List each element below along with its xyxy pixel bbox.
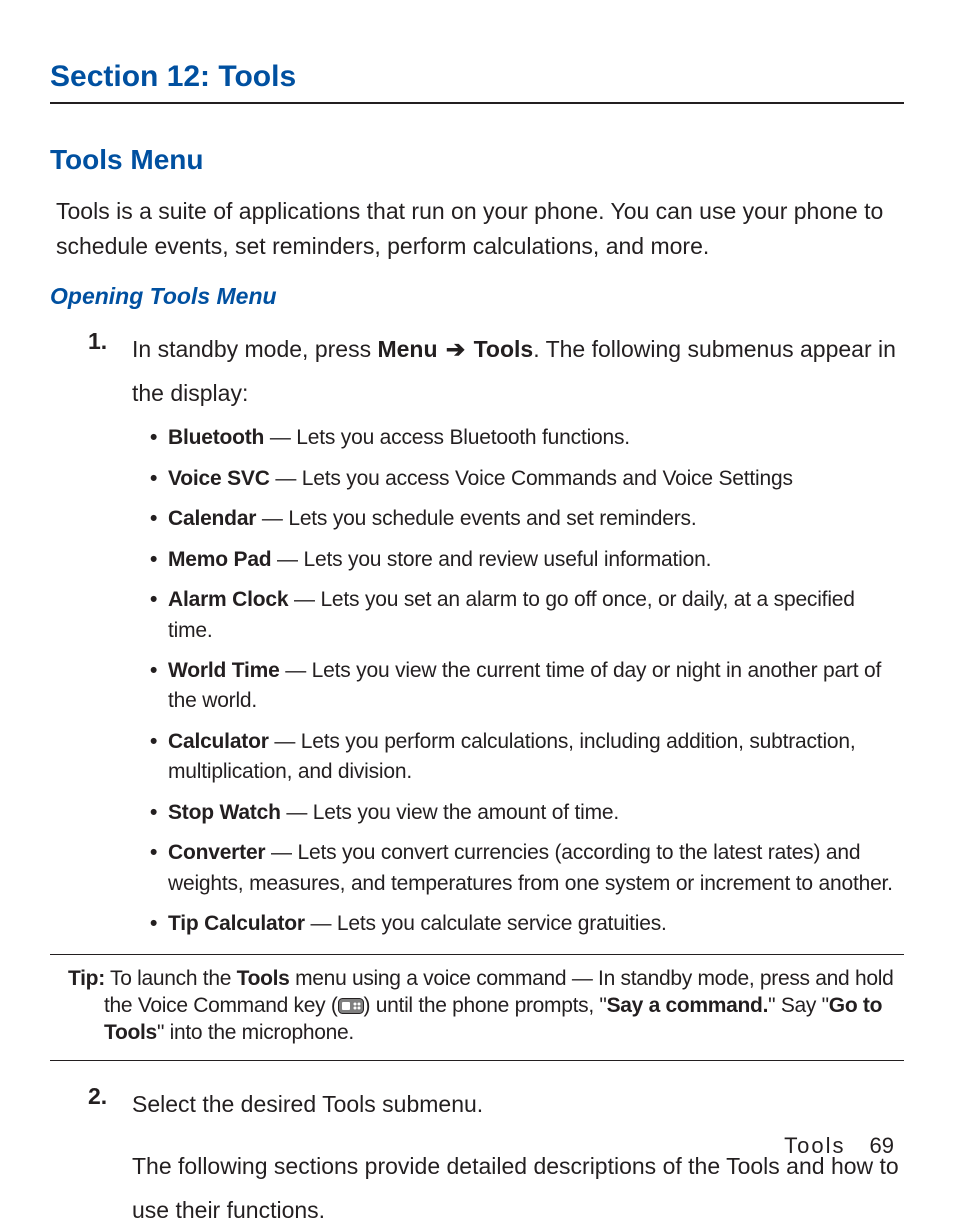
tip-b2: Say a command. bbox=[607, 994, 769, 1017]
bullet-label: Bluetooth bbox=[168, 426, 264, 449]
bullet-desc: Lets you access Bluetooth functions. bbox=[296, 426, 630, 449]
arrow-right-icon: ➔ bbox=[444, 336, 467, 362]
bullet-desc: Lets you schedule events and set reminde… bbox=[288, 507, 696, 530]
tip-box: Tip: To launch the Tools menu using a vo… bbox=[50, 954, 904, 1062]
bullet-stop-watch: Stop Watch — Lets you view the amount of… bbox=[150, 798, 904, 828]
voice-command-key-icon bbox=[338, 998, 364, 1014]
tip-b1: Tools bbox=[237, 967, 290, 990]
bullet-memo-pad: Memo Pad — Lets you store and review use… bbox=[150, 545, 904, 575]
bullet-world-time: World Time — Lets you view the current t… bbox=[150, 656, 904, 717]
bullet-desc: Lets you calculate service gratuities. bbox=[337, 912, 667, 935]
bullet-sep: — bbox=[280, 659, 312, 682]
footer-label: Tools bbox=[784, 1133, 845, 1158]
bullet-sep: — bbox=[271, 548, 303, 571]
subsection-title: Tools Menu bbox=[50, 144, 904, 176]
bullet-sep: — bbox=[265, 841, 297, 864]
bullet-voice-svc: Voice SVC — Lets you access Voice Comman… bbox=[150, 464, 904, 494]
bullet-label: World Time bbox=[168, 659, 280, 682]
step-2: 2. Select the desired Tools submenu. The… bbox=[50, 1083, 904, 1232]
tip-text: Tip: To launch the Tools menu using a vo… bbox=[86, 965, 904, 1047]
bullet-label: Alarm Clock bbox=[168, 588, 288, 611]
bullet-label: Calendar bbox=[168, 507, 256, 530]
tip-t4: " Say " bbox=[768, 994, 829, 1017]
step-1-tools-bold: Tools bbox=[467, 336, 533, 362]
step-1-number: 1. bbox=[88, 328, 132, 415]
bullet-sep: — bbox=[305, 912, 337, 935]
bullet-desc: Lets you view the amount of time. bbox=[313, 801, 619, 824]
bullet-label: Calculator bbox=[168, 730, 269, 753]
bullet-label: Voice SVC bbox=[168, 467, 270, 490]
bullet-label: Memo Pad bbox=[168, 548, 271, 571]
bullet-bluetooth: Bluetooth — Lets you access Bluetooth fu… bbox=[150, 423, 904, 453]
bullet-sep: — bbox=[264, 426, 296, 449]
bullet-label: Converter bbox=[168, 841, 265, 864]
opening-tools-heading: Opening Tools Menu bbox=[50, 283, 904, 310]
step-2-number: 2. bbox=[88, 1083, 132, 1232]
bullet-sep: — bbox=[270, 467, 302, 490]
bullet-alarm-clock: Alarm Clock — Lets you set an alarm to g… bbox=[150, 585, 904, 646]
step-1-menu-bold: Menu bbox=[377, 336, 443, 362]
bullet-tip-calculator: Tip Calculator — Lets you calculate serv… bbox=[150, 909, 904, 939]
tip-t1: To launch the bbox=[105, 967, 237, 990]
bullet-desc: Lets you store and review useful informa… bbox=[304, 548, 712, 571]
step-2-text: Select the desired Tools submenu. bbox=[132, 1091, 483, 1117]
step-1: 1. In standby mode, press Menu ➔ Tools. … bbox=[50, 328, 904, 415]
step-1-content: In standby mode, press Menu ➔ Tools. The… bbox=[132, 328, 904, 415]
bullet-calculator: Calculator — Lets you perform calculatio… bbox=[150, 727, 904, 788]
tools-bullet-list: Bluetooth — Lets you access Bluetooth fu… bbox=[50, 423, 904, 939]
section-title: Section 12: Tools bbox=[50, 60, 904, 104]
bullet-calendar: Calendar — Lets you schedule events and … bbox=[150, 504, 904, 534]
page-footer: Tools 69 bbox=[784, 1133, 894, 1159]
tip-t5: " into the microphone. bbox=[157, 1021, 354, 1044]
tip-t3: ) until the phone prompts, " bbox=[364, 994, 607, 1017]
bullet-label: Tip Calculator bbox=[168, 912, 305, 935]
step-1-text-pre: In standby mode, press bbox=[132, 336, 377, 362]
bullet-desc: Lets you access Voice Commands and Voice… bbox=[302, 467, 793, 490]
bullet-sep: — bbox=[269, 730, 301, 753]
tip-label: Tip: bbox=[68, 967, 105, 990]
bullet-sep: — bbox=[256, 507, 288, 530]
bullet-sep: — bbox=[288, 588, 320, 611]
footer-page-number: 69 bbox=[870, 1133, 894, 1158]
bullet-label: Stop Watch bbox=[168, 801, 281, 824]
bullet-converter: Converter — Lets you convert currencies … bbox=[150, 838, 904, 899]
bullet-sep: — bbox=[281, 801, 313, 824]
intro-paragraph: Tools is a suite of applications that ru… bbox=[50, 194, 904, 263]
